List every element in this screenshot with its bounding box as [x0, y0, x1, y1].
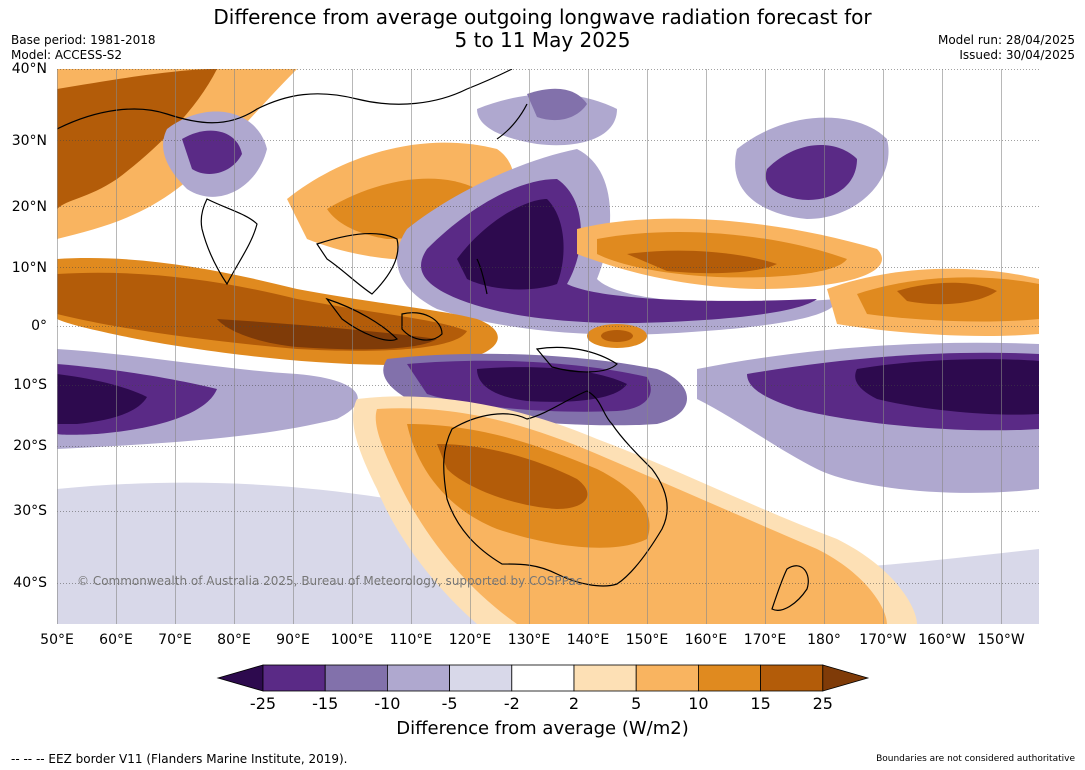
colorbar-tick-label: -2	[503, 694, 520, 713]
boundaries-disclaimer: Boundaries are not considered authoritat…	[876, 754, 1075, 764]
colorbar-cells	[216, 664, 870, 692]
eez-border-note: -- -- -- EEZ border V11 (Flanders Marine…	[11, 752, 348, 766]
lon-label-170e: 170°E	[743, 632, 787, 648]
lat-label-20n: 20°N	[11, 199, 47, 215]
colorbar-cell	[573, 664, 637, 692]
colorbar-extend-low	[216, 664, 264, 692]
lon-label-150e: 150°E	[625, 632, 669, 648]
colorbar-cell	[324, 664, 388, 692]
colorbar-cell	[635, 664, 699, 692]
lat-label-10s: 10°S	[13, 377, 47, 393]
lon-label-120e: 120°E	[448, 632, 492, 648]
colorbar-title: Difference from average (W/m2)	[396, 718, 689, 739]
lat-label-40s: 40°S	[13, 575, 47, 591]
map-canvas	[57, 69, 1039, 624]
colorbar-tick-label: -10	[374, 694, 401, 713]
colorbar-tick-label: -5	[441, 694, 458, 713]
lon-label-130e: 130°E	[507, 632, 551, 648]
lon-label-60e: 60°E	[99, 632, 133, 648]
lon-label-50e: 50°E	[40, 632, 74, 648]
model-run-label: Model run: 28/04/2025	[937, 33, 1075, 47]
colorbar-tick-label: 25	[812, 694, 833, 713]
colorbar-cell	[698, 664, 762, 692]
map-title-line2: 5 to 11 May 2025	[454, 28, 631, 52]
model-label: Model: ACCESS-S2	[11, 48, 123, 62]
copyright-notice: © Commonwealth of Australia 2025, Bureau…	[77, 574, 583, 588]
lon-label-150w: 150°W	[977, 632, 1025, 648]
lon-label-160w: 160°W	[918, 632, 966, 648]
olr-anomaly-map	[57, 69, 1039, 624]
lat-label-30n: 30°N	[11, 133, 47, 149]
colorbar-tick-label: 2	[568, 694, 580, 713]
issued-label: Issued: 30/04/2025	[959, 48, 1075, 62]
colorbar	[216, 664, 870, 692]
colorbar-extend-high	[822, 664, 870, 692]
map-title-line1: Difference from average outgoing longwav…	[213, 5, 872, 29]
colorbar-cell	[262, 664, 326, 692]
lat-label-20s: 20°S	[13, 438, 47, 454]
lon-label-110e: 110°E	[389, 632, 433, 648]
colorbar-tick-label: -25	[249, 694, 277, 713]
lon-label-180: 180°	[807, 632, 841, 648]
lon-label-170w: 170°W	[859, 632, 907, 648]
lon-label-140e: 140°E	[566, 632, 610, 648]
colorbar-tick-label: 5	[631, 694, 642, 713]
lon-label-90e: 90°E	[276, 632, 310, 648]
colorbar-tick-label: 10	[688, 694, 709, 713]
lon-label-80e: 80°E	[217, 632, 251, 648]
lat-label-10n: 10°N	[11, 260, 47, 276]
colorbar-cell	[449, 664, 513, 692]
lon-label-100e: 100°E	[330, 632, 374, 648]
lat-label-0: 0°	[31, 318, 47, 334]
colorbar-cell	[760, 664, 824, 692]
lat-label-30s: 30°S	[13, 503, 47, 519]
lon-label-160e: 160°E	[684, 632, 728, 648]
colorbar-cell	[386, 664, 450, 692]
colorbar-tick-label: 15	[750, 694, 771, 713]
colorbar-cell	[511, 664, 575, 692]
base-period-label: Base period: 1981-2018	[11, 33, 156, 47]
colorbar-tick-label: -15	[312, 694, 339, 713]
lat-label-40n: 40°N	[11, 61, 47, 77]
lon-label-70e: 70°E	[158, 632, 192, 648]
